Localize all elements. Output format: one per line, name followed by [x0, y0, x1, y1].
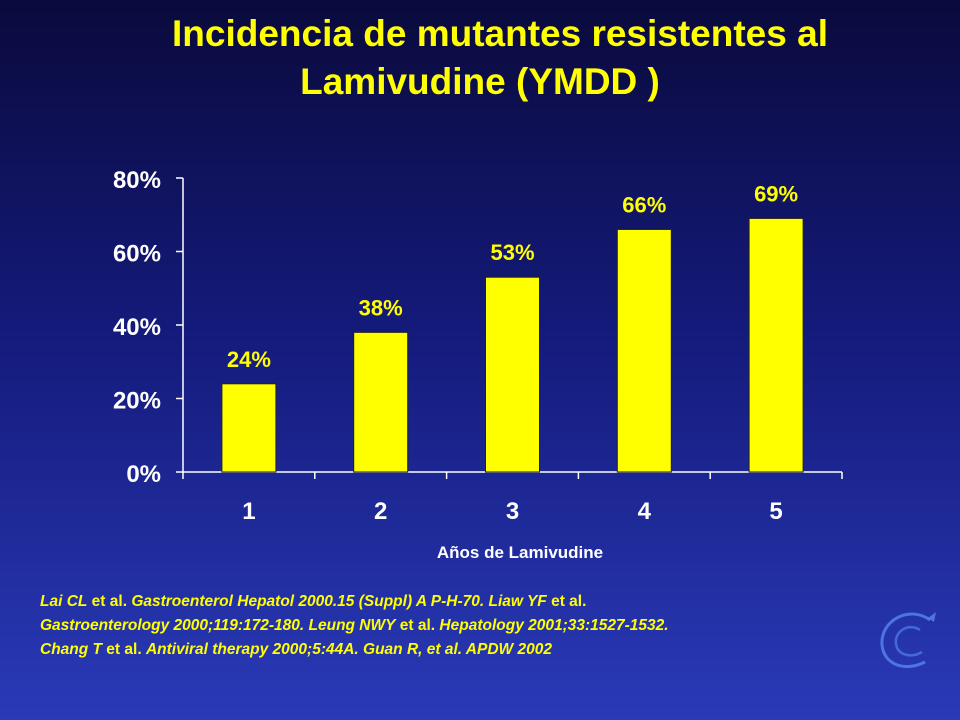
bar	[616, 228, 672, 473]
x-axis-label: Años de Lamivudine	[436, 543, 604, 562]
citation-run: Hepatology 2001;33:1527-1532.	[439, 617, 669, 634]
citation-run: Antiviral therapy 2000;5:44A. Guan R, et…	[145, 641, 552, 658]
y-tick-label: 20%	[113, 388, 161, 415]
y-tick-label: 60%	[113, 241, 161, 268]
citation-line-2: Gastroenterology 2000;119:172-180. Leung…	[40, 614, 940, 638]
slide-title: Incidencia de mutantes resistentes al La…	[0, 10, 960, 106]
x-tick-label: 5	[769, 498, 782, 525]
citation-line-3: Chang T et al. Antiviral therapy 2000;5:…	[40, 638, 940, 662]
citation-line-1: Lai CL et al. Gastroenterol Hepatol 2000…	[40, 590, 940, 614]
title-line-1: Incidencia de mutantes resistentes al	[172, 13, 828, 54]
chart-bars	[221, 217, 804, 473]
bar	[748, 217, 804, 473]
citation-run: Gastroenterol Hepatol 2000.15 (Suppl) A …	[131, 593, 547, 610]
citation-run: et al.	[395, 617, 440, 634]
citation-run: Gastroenterology 2000;119:172-180. Leung…	[40, 617, 396, 634]
chart-labels: 24% 1 38% 2 53% 3 66% 4 69% 5	[227, 181, 798, 525]
data-label: 53%	[490, 240, 534, 265]
y-tick-label: 40%	[113, 314, 161, 341]
x-tick-label: 1	[242, 498, 255, 525]
bar	[353, 331, 409, 473]
y-tick-label: 80%	[113, 167, 161, 194]
title-line-2: Lamivudine (YMDD )	[300, 61, 660, 102]
citation-run: et al.	[87, 593, 132, 610]
citation: Lai CL et al. Gastroenterol Hepatol 2000…	[40, 590, 940, 662]
bar	[221, 383, 277, 473]
x-tick-label: 3	[506, 498, 519, 525]
data-label: 24%	[227, 347, 271, 372]
swirl-logo-icon	[880, 612, 936, 668]
citation-run: et al.	[546, 593, 587, 610]
data-label: 69%	[754, 181, 798, 206]
x-tick-label: 4	[638, 498, 652, 525]
chart-axes: 0% 20% 40% 60% 80%	[113, 167, 843, 488]
citation-run: Chang T	[40, 641, 102, 658]
data-label: 66%	[622, 192, 666, 217]
bar	[485, 276, 540, 473]
data-label: 38%	[359, 295, 403, 320]
x-tick-label: 2	[374, 498, 387, 525]
citation-run: et al.	[102, 641, 146, 658]
citation-run: Lai CL	[40, 593, 88, 610]
y-tick-label: 0%	[126, 461, 161, 488]
